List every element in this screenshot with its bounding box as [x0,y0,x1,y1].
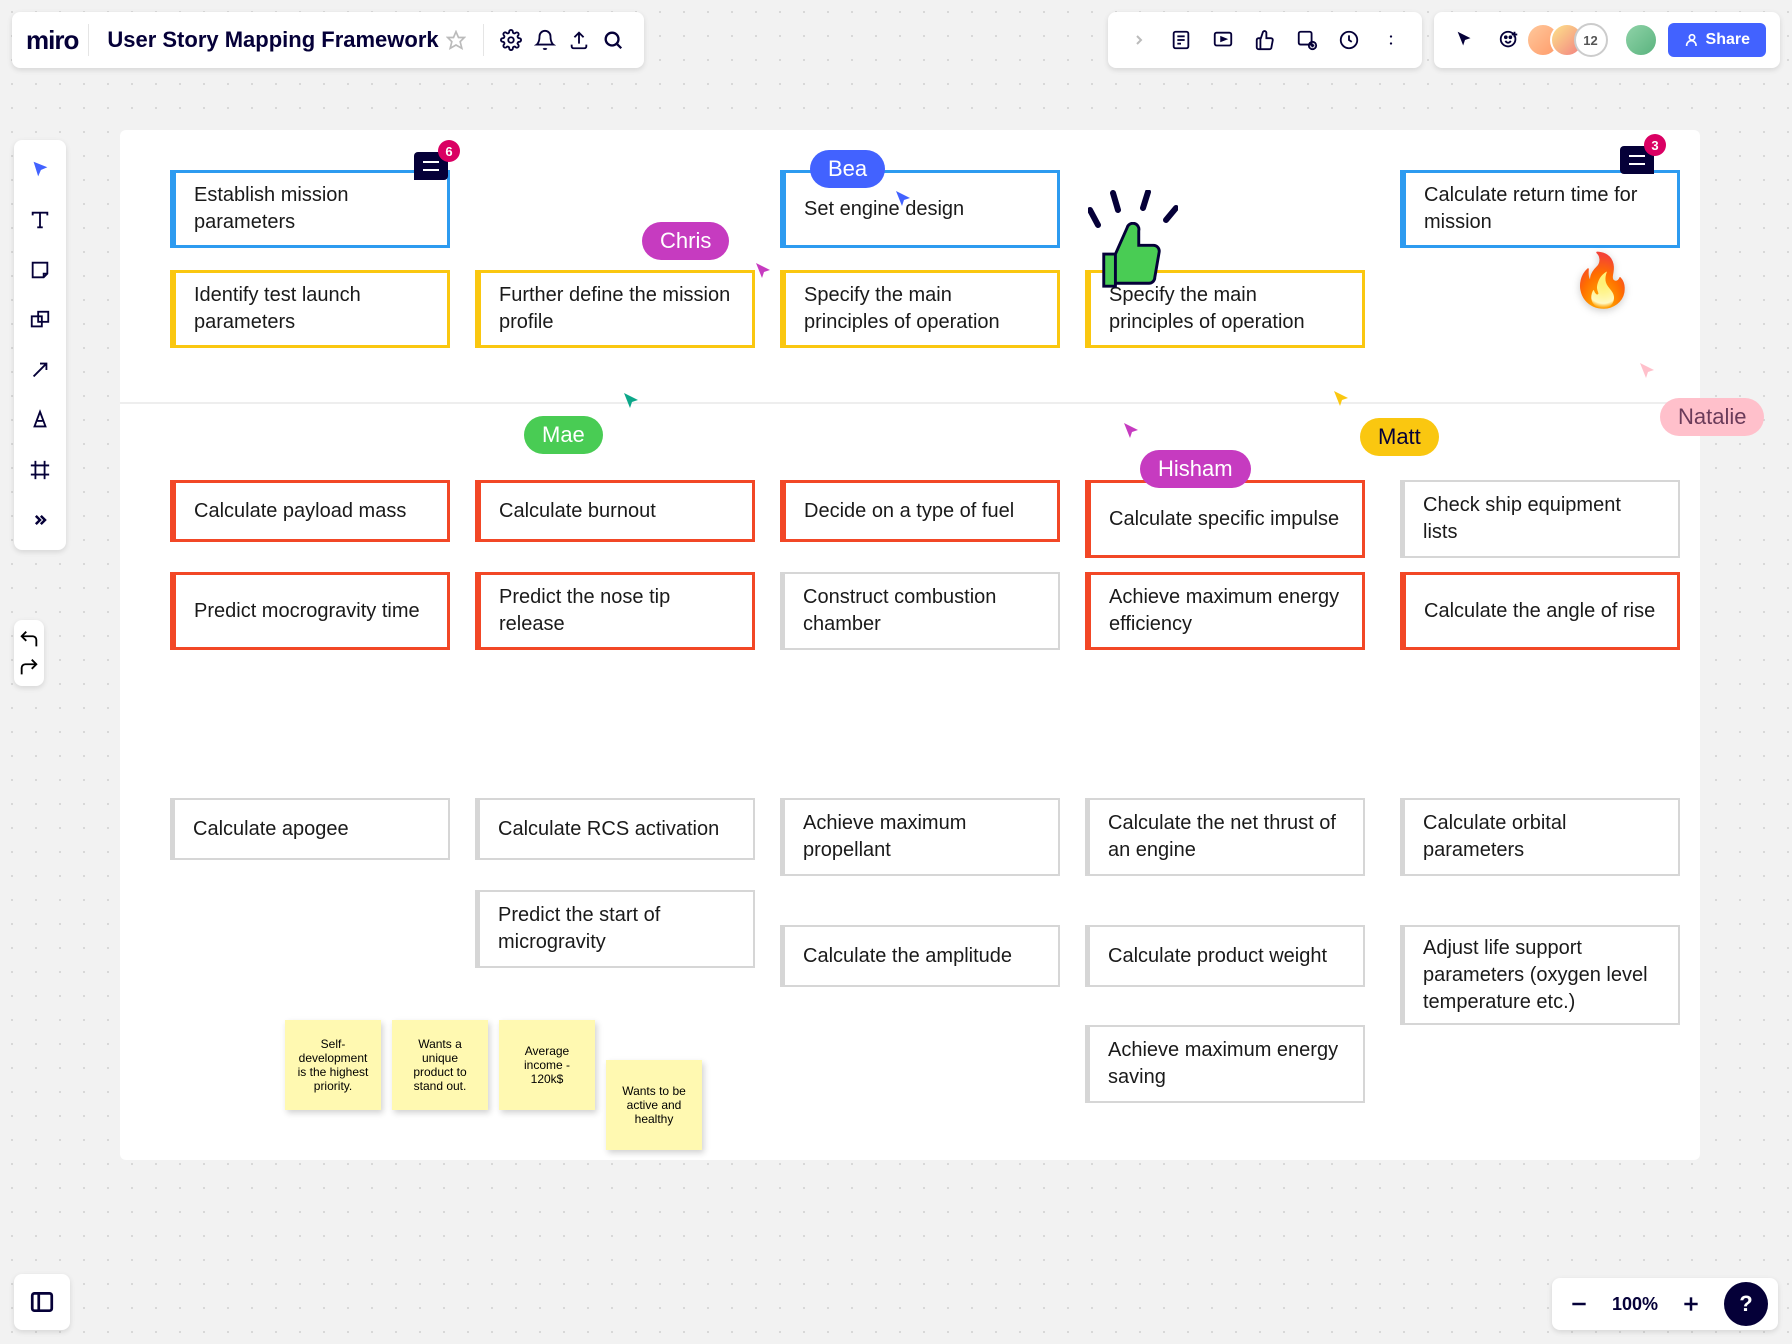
timer-icon[interactable] [1332,23,1366,57]
add-card-icon[interactable] [1290,23,1324,57]
undo-button[interactable] [18,628,40,650]
divider [88,24,89,56]
settings-icon[interactable] [494,23,528,57]
story-card[interactable]: Calculate burnout [475,480,755,542]
minimap-button[interactable] [14,1274,70,1330]
select-tool[interactable] [18,148,62,192]
sticky-tool[interactable] [18,248,62,292]
comment-count-badge: 3 [1644,134,1666,156]
section-divider [120,402,1700,404]
story-card[interactable]: Calculate return time for mission [1400,170,1680,248]
story-card[interactable]: Calculate apogee [170,798,450,860]
sticky-note[interactable]: Self-development is the highest priority… [285,1020,381,1110]
story-card[interactable]: Adjust life support parameters (oxygen l… [1400,925,1680,1025]
story-card[interactable]: Identify test launch parameters [170,270,450,348]
cursor-mode-icon[interactable] [1448,23,1482,57]
story-card[interactable]: Predict the nose tip release [475,572,755,650]
zoom-in-button[interactable] [1674,1287,1708,1321]
share-button[interactable]: Share [1668,23,1766,57]
comment-count-badge: 6 [438,140,460,162]
zoom-out-button[interactable] [1562,1287,1596,1321]
toolbox [14,140,66,550]
collaborator-cursor-arrow [892,188,916,212]
story-card[interactable]: Calculate the net thrust of an engine [1085,798,1365,876]
story-card[interactable]: Calculate payload mass [170,480,450,542]
collaborator-cursor-arrow [1330,388,1354,412]
star-icon[interactable] [439,23,473,57]
help-button[interactable]: ? [1724,1282,1768,1326]
sticky-note[interactable]: Wants to be active and healthy [606,1060,702,1150]
redo-button[interactable] [18,656,40,678]
frame-tool[interactable] [18,448,62,492]
reactions-icon[interactable] [1492,23,1526,57]
export-icon[interactable] [562,23,596,57]
fire-emoji: 🔥 [1570,250,1635,311]
story-card[interactable]: Calculate RCS activation [475,798,755,860]
board-info-panel: miro User Story Mapping Framework [12,12,644,68]
thumbs-up-emoji [1095,222,1165,292]
pen-tool[interactable] [18,398,62,442]
collaborator-avatars[interactable]: 12 [1536,23,1608,57]
board-title[interactable]: User Story Mapping Framework [107,27,438,53]
arrow-tool[interactable] [18,348,62,392]
story-card[interactable]: Calculate product weight [1085,925,1365,987]
share-label: Share [1706,31,1750,49]
chevron-right-icon[interactable] [1122,23,1156,57]
collaborator-cursor-tag: Hisham [1140,450,1251,488]
story-card[interactable]: Establish mission parameters [170,170,450,248]
story-card[interactable]: Achieve maximum propellant [780,798,1060,876]
collaborator-cursor-tag: Matt [1360,418,1439,456]
story-card[interactable]: Construct combustion chamber [780,572,1060,650]
bell-icon[interactable] [528,23,562,57]
notes-icon[interactable] [1164,23,1198,57]
story-card[interactable]: Check ship equipment lists [1400,480,1680,558]
collaborator-cursor-tag: Chris [642,222,729,260]
story-card[interactable]: Calculate specific impulse [1085,480,1365,558]
miro-logo[interactable]: miro [26,25,78,56]
story-card[interactable]: Specify the main principles of operation [780,270,1060,348]
story-card[interactable]: Predict the start of microgravity [475,890,755,968]
story-card[interactable]: Achieve maximum energy saving [1085,1025,1365,1103]
center-tools-panel [1108,12,1422,68]
sticky-note[interactable]: Wants a unique product to stand out. [392,1020,488,1110]
story-card[interactable]: Calculate the amplitude [780,925,1060,987]
collaborator-cursor-tag: Bea [810,150,885,188]
zoom-panel: 100% ? [1552,1278,1778,1330]
collab-panel: 12 Share [1434,12,1780,68]
more-icon[interactable] [1374,23,1408,57]
collaborator-cursor-tag: Natalie [1660,398,1764,436]
zoom-level[interactable]: 100% [1612,1294,1658,1315]
collaborator-cursor-arrow [620,390,644,414]
story-card[interactable]: Decide on a type of fuel [780,480,1060,542]
search-icon[interactable] [596,23,630,57]
story-card[interactable]: Predict mocrogravity time [170,572,450,650]
avatar-count[interactable]: 12 [1574,23,1608,57]
story-card[interactable]: Achieve maximum energy efficiency [1085,572,1365,650]
more-tools[interactable] [18,498,62,542]
shape-tool[interactable] [18,298,62,342]
story-card[interactable]: Calculate orbital parameters [1400,798,1680,876]
thumbs-up-icon[interactable] [1248,23,1282,57]
collaborator-cursor-arrow [752,260,776,284]
collaborator-cursor-arrow [1120,420,1144,444]
sticky-note[interactable]: Average income - 120k$ [499,1020,595,1110]
story-card[interactable]: Further define the mission profile [475,270,755,348]
collaborator-cursor-tag: Mae [524,416,603,454]
undo-panel [14,620,44,686]
divider [483,24,484,56]
text-tool[interactable] [18,198,62,242]
presentation-icon[interactable] [1206,23,1240,57]
current-user-avatar[interactable] [1624,23,1658,57]
board-canvas[interactable]: Establish mission parametersSet engine d… [120,130,1700,1160]
collaborator-cursor-arrow [1636,360,1660,384]
story-card[interactable]: Calculate the angle of rise [1400,572,1680,650]
top-bar: miro User Story Mapping Framework [12,12,1780,68]
